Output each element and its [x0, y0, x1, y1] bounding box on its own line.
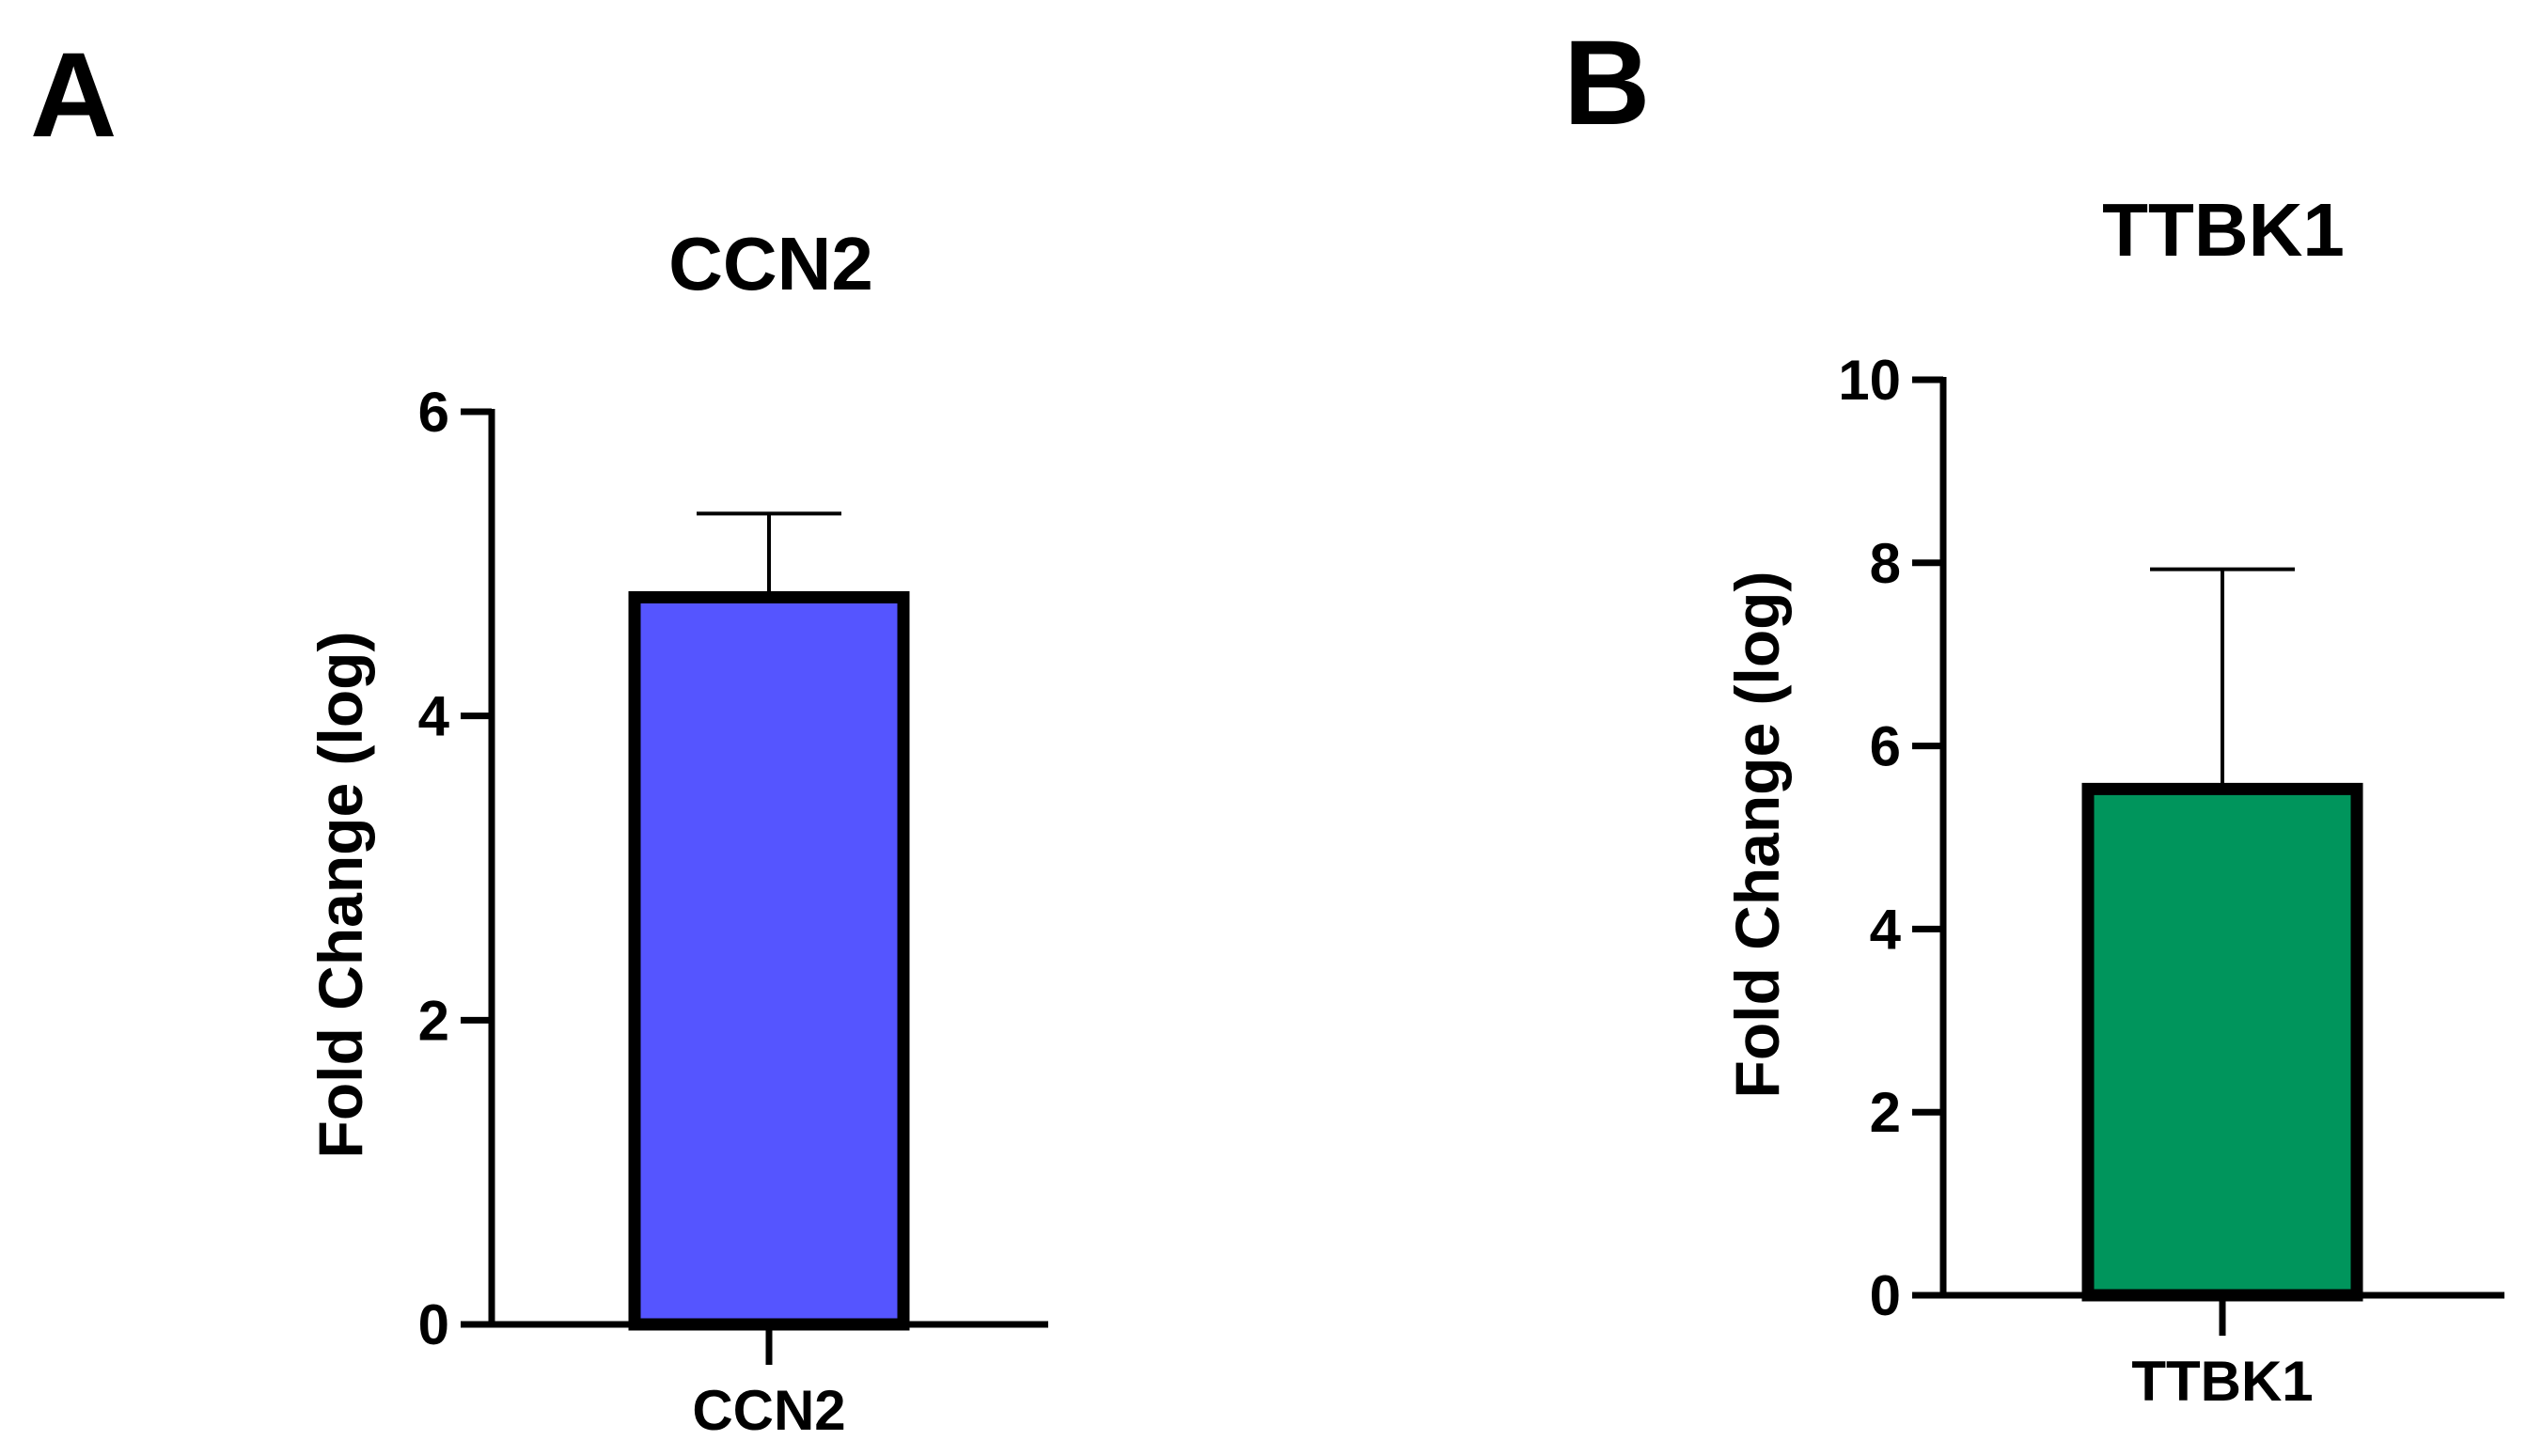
y-tick-label: 6: [1870, 715, 1901, 778]
y-tick-label: 10: [1838, 349, 1901, 412]
y-tick-label: 0: [418, 1293, 449, 1356]
bar: [2081, 782, 2363, 1302]
chart-title: CCN2: [668, 222, 873, 305]
plot-area: 0 2 4 6 8 10 TTBK1: [1838, 349, 2504, 1413]
y-tick-label: 0: [1870, 1264, 1901, 1327]
x-tick-label: CCN2: [692, 1379, 845, 1442]
y-axis-label: Fold Change (log): [306, 632, 375, 1159]
y-tick-label: 8: [1870, 532, 1901, 595]
y-tick-label: 6: [418, 381, 449, 444]
chart-title: TTBK1: [2102, 188, 2345, 272]
panel-b: B TTBK1 Fold Change (log) 0 2 4 6 8 10 TTBK1: [1563, 16, 2504, 1413]
plot-area: 0 2 4 6 CCN2: [418, 381, 1048, 1442]
y-tick-label: 4: [1870, 898, 1902, 961]
panel-letter: A: [30, 28, 117, 163]
y-tick-label: 2: [1870, 1081, 1901, 1144]
y-tick-label: 2: [418, 989, 449, 1052]
y-axis-label: Fold Change (log): [1722, 571, 1792, 1099]
panel-letter: B: [1563, 16, 1650, 150]
x-tick-label: TTBK1: [2131, 1350, 2313, 1413]
panel-a: A CCN2 Fold Change (log) 0 2 4 6 CCN2: [30, 28, 1048, 1442]
bar: [628, 590, 910, 1331]
y-tick-label: 4: [418, 685, 450, 748]
